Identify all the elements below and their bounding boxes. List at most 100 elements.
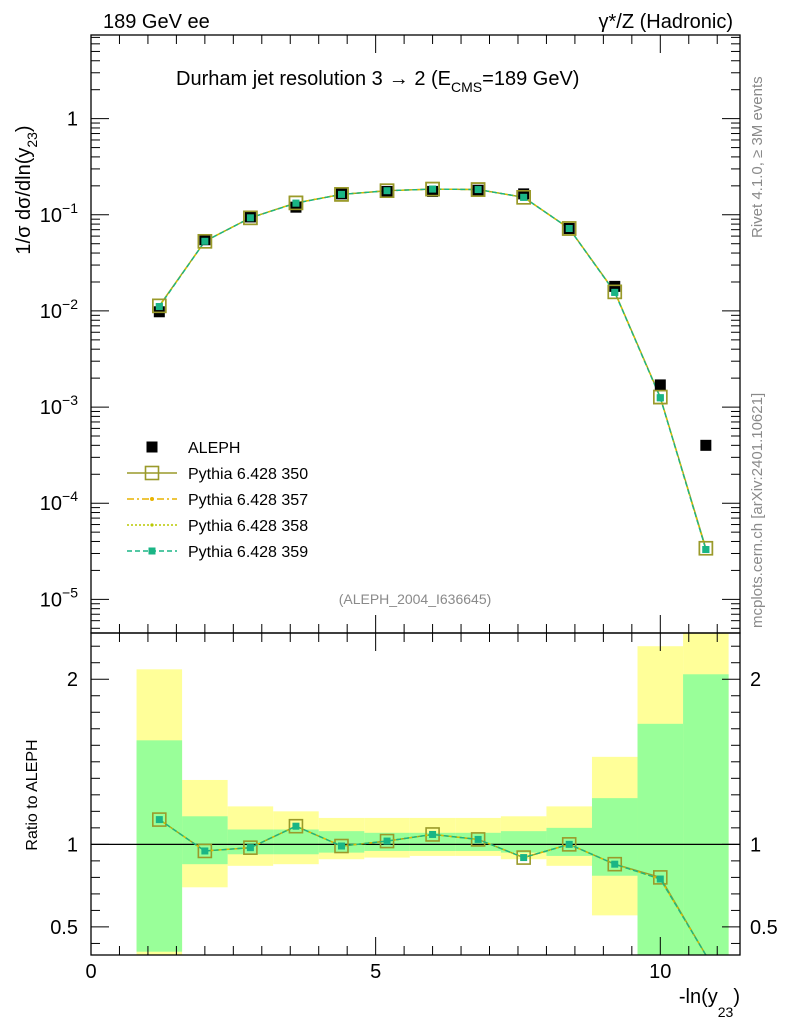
ratio-3-point bbox=[155, 816, 163, 824]
y-axis-label: 1/σ dσ/dln(y23) bbox=[13, 125, 40, 254]
x-tick-label: 0 bbox=[85, 961, 96, 983]
side-label-top: Rivet 4.1.0, ≥ 3M events bbox=[749, 76, 766, 238]
legend-marker-1 bbox=[150, 497, 154, 501]
ratio-3-point bbox=[292, 822, 300, 830]
ratio-3-point bbox=[337, 842, 345, 850]
series-3-point-overlay bbox=[702, 545, 710, 553]
side-label-bottom: mcplots.cern.ch [arXiv:2401.10621] bbox=[749, 393, 766, 628]
series-3-point-overlay bbox=[520, 193, 528, 201]
ratio-0-point bbox=[288, 818, 304, 834]
ratio-0-point bbox=[425, 827, 440, 842]
series-0-point-overlay bbox=[334, 187, 349, 202]
series-0-point-overlay bbox=[607, 284, 623, 300]
series-3-point-overlay bbox=[383, 187, 391, 195]
green-band-bin bbox=[409, 832, 456, 851]
header-left: 189 GeV ee bbox=[103, 11, 210, 33]
series-0-point-overlay bbox=[152, 298, 167, 314]
ratio-3-point bbox=[201, 847, 209, 855]
series-3-point-overlay bbox=[611, 288, 619, 296]
legend-marker-3 bbox=[148, 547, 156, 555]
title-arrow: → bbox=[389, 68, 409, 90]
header-right: γ*/Z (Hadronic) bbox=[599, 11, 733, 33]
ratio-3-point bbox=[611, 860, 619, 868]
ratio-3-point bbox=[429, 830, 437, 838]
ratio-3-point bbox=[656, 875, 664, 883]
ylabel-main: 1/σ dσ/dln(y bbox=[13, 148, 35, 255]
ratio-3-point bbox=[246, 844, 254, 852]
ratio-0-point bbox=[470, 832, 486, 847]
main-series-group bbox=[152, 181, 714, 556]
legend-label-3: Pythia 6.428 359 bbox=[188, 544, 308, 561]
legend-label-1: Pythia 6.428 357 bbox=[188, 492, 308, 509]
green-band-bin bbox=[136, 740, 183, 952]
series-3-point-overlay bbox=[429, 185, 437, 193]
ratio-y-axis-label: Ratio to ALEPH bbox=[24, 739, 41, 850]
series-3-point-overlay bbox=[337, 190, 345, 198]
ratio-tick-label-right: 1 bbox=[750, 834, 761, 856]
series-3-point-overlay bbox=[155, 303, 163, 311]
series-3-point-overlay bbox=[246, 214, 254, 222]
ratio-3-point bbox=[383, 837, 391, 845]
ratio-0-point bbox=[516, 850, 531, 865]
plot-frames bbox=[90, 34, 741, 956]
legend-marker-2 bbox=[150, 523, 154, 527]
green-band-bin bbox=[500, 831, 547, 853]
legend-label-2: Pythia 6.428 358 bbox=[188, 518, 308, 535]
legend: ALEPH Pythia 6.428 350 Pythia 6.428 357 Pyt… bbox=[127, 440, 308, 561]
title-main: Durham jet resolution 3 bbox=[176, 68, 383, 90]
green-band-bin bbox=[683, 674, 729, 955]
green-band-bin bbox=[318, 831, 365, 853]
title-two: 2 (E bbox=[409, 68, 451, 90]
ratio-tick-label-left: 0.5 bbox=[50, 917, 78, 939]
xlabel-sub: 23 bbox=[718, 1004, 734, 1020]
series-3-point-overlay bbox=[474, 186, 482, 194]
ylabel-close: ) bbox=[13, 125, 35, 132]
title-end: =189 GeV) bbox=[482, 68, 579, 90]
ratio-0-point bbox=[607, 856, 623, 872]
ratio-tick-label-left: 2 bbox=[67, 669, 78, 691]
legend-marker-0 bbox=[144, 465, 160, 481]
x-tick-label: 10 bbox=[649, 961, 671, 983]
ratio-tick-label-left: 1 bbox=[67, 834, 78, 856]
plot-title: Durham jet resolution 3 → 2 (ECMS=189 GeV… bbox=[176, 68, 579, 95]
series-0-point-overlay bbox=[652, 389, 668, 405]
ratio-0-point bbox=[152, 812, 167, 827]
ratio-3-point bbox=[565, 840, 573, 848]
ratio-frame bbox=[90, 632, 741, 956]
legend-aleph-marker bbox=[146, 441, 158, 453]
series-3-point-overlay bbox=[292, 199, 300, 207]
aleph-data-point bbox=[654, 379, 666, 391]
series-0-point-overlay bbox=[425, 181, 440, 197]
aleph-data-point bbox=[609, 280, 621, 292]
ratio-0-point bbox=[334, 838, 349, 854]
series-0-point-overlay bbox=[561, 221, 577, 236]
series-3-point-overlay bbox=[656, 394, 664, 402]
series-0-point-overlay bbox=[379, 183, 395, 199]
series-0-point-overlay bbox=[197, 233, 213, 249]
x-tick-label: 5 bbox=[370, 961, 381, 983]
title-sub: CMS bbox=[451, 79, 482, 95]
ratio-3-point bbox=[520, 854, 528, 862]
y-tick-label: 10−2 bbox=[40, 296, 78, 323]
y-tick-label: 1 bbox=[67, 109, 78, 131]
analysis-watermark: (ALEPH_2004_I636645) bbox=[339, 591, 492, 607]
series-3-point-overlay bbox=[201, 237, 209, 245]
series-0-point-overlay bbox=[516, 190, 531, 205]
ratio-0-point bbox=[561, 837, 577, 852]
xlabel-close: ) bbox=[733, 986, 740, 1008]
series-0-point-overlay bbox=[470, 182, 486, 197]
y-tick-label: 10−1 bbox=[40, 200, 78, 227]
series-0-point-overlay bbox=[288, 195, 304, 211]
xlabel-main: -ln(y bbox=[679, 986, 718, 1008]
ratio-0-point bbox=[379, 833, 395, 849]
aleph-data-point bbox=[290, 201, 302, 213]
y-tick-label: 10−4 bbox=[40, 488, 78, 515]
y-tick-label: 10−5 bbox=[40, 584, 78, 611]
x-axis-label: -ln(y23) bbox=[679, 986, 740, 1020]
ylabel-sub: 23 bbox=[24, 132, 40, 148]
ratio-tick-label-right: 0.5 bbox=[750, 917, 778, 939]
series-3-point-overlay bbox=[565, 225, 573, 233]
ratio-series-group bbox=[152, 812, 707, 956]
ratio-tick-label-right: 2 bbox=[750, 669, 761, 691]
